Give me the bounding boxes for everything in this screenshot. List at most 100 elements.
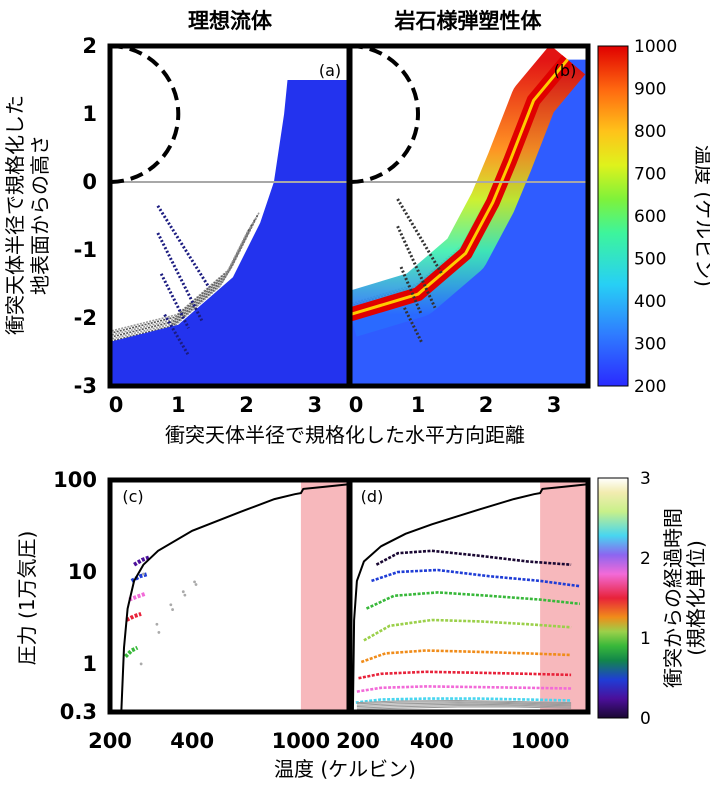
time-colorbar xyxy=(597,477,629,719)
y-tick-label: -1 xyxy=(74,238,97,262)
scatter-point xyxy=(169,603,173,607)
pt-track-late xyxy=(356,699,572,704)
x-tick-label: 2 xyxy=(479,393,494,417)
panel-label-b: (b) xyxy=(554,61,577,80)
colorbar-tick-label: 1000 xyxy=(634,37,677,57)
y-tick-label: 1 xyxy=(82,102,97,126)
panel-frame xyxy=(347,477,591,715)
x-axis-label-distance: 衝突天体半径で規格化した水平方向距離 xyxy=(165,423,525,447)
y-tick-label: 100 xyxy=(53,468,97,492)
pt-track-late xyxy=(356,703,572,707)
colorbar-label-time-unit: (規格化単位) xyxy=(684,540,708,656)
y-axis-label-height: 衝突天体半径で規格化した xyxy=(3,95,27,335)
colorbar-tick-label: 3 xyxy=(640,469,651,489)
scatter-point xyxy=(183,593,187,597)
boundary-curve xyxy=(120,483,349,712)
y-tick-label: 1 xyxy=(82,652,97,676)
panel-c-plot xyxy=(120,480,349,712)
panel-a-plot xyxy=(110,80,349,386)
x-tick-label: 200 xyxy=(336,729,380,753)
melting-region xyxy=(300,480,349,712)
y-axis-label-height: 地表面からの高さ xyxy=(28,135,52,295)
pt-track-late xyxy=(356,701,572,705)
title-rock-like: 岩石様弾塑性体 xyxy=(394,9,543,33)
colorbar-label-time: 衝突からの経過時間 xyxy=(661,508,685,688)
target-layer-line xyxy=(110,217,257,337)
x-tick-label: 0 xyxy=(109,393,124,417)
colorbar-tick-label: 900 xyxy=(634,80,666,100)
colorbar-tick-label: 200 xyxy=(634,377,666,397)
pt-track-late xyxy=(356,705,572,709)
colorbar-tick-label: 300 xyxy=(634,335,666,355)
pt-track xyxy=(125,611,142,622)
colorbar-tick-label: 500 xyxy=(634,250,666,270)
x-tick-label: 3 xyxy=(547,393,562,417)
boundary-curve xyxy=(351,483,588,712)
temperature-colorbar xyxy=(597,45,629,387)
pt-track xyxy=(133,555,151,567)
scatter-point xyxy=(141,572,145,576)
pt-track xyxy=(128,591,147,602)
pt-track xyxy=(360,649,572,664)
pt-track xyxy=(355,697,572,704)
panel-label-c: (c) xyxy=(122,487,143,506)
y-tick-label: 0.3 xyxy=(60,700,97,724)
y-tick-label: 2 xyxy=(82,34,97,58)
x-tick-label: 1000 xyxy=(272,729,330,753)
y-tick-label: -3 xyxy=(74,374,97,398)
x-tick-label: 1 xyxy=(411,393,426,417)
x-tick-label: 200 xyxy=(88,729,132,753)
x-tick-label: 400 xyxy=(170,729,214,753)
target-layer-line xyxy=(110,231,249,349)
colorbar-tick-label: 600 xyxy=(634,207,666,227)
impactor-outline xyxy=(109,44,181,184)
x-tick-label: 0 xyxy=(349,393,364,417)
scatter-point xyxy=(193,580,196,584)
panel-b-plot xyxy=(350,46,588,386)
tracer-streak xyxy=(396,198,444,275)
pt-track xyxy=(130,572,149,583)
title-ideal-fluid: 理想流体 xyxy=(188,9,273,33)
colorbar-tick-label: 1 xyxy=(640,629,651,649)
ejecta-surface xyxy=(350,58,569,317)
y-axis-label-pressure: 圧力 (1万気圧) xyxy=(15,531,39,666)
pt-track xyxy=(371,568,581,588)
colorbar-tick-label: 2 xyxy=(640,549,651,569)
panel-frame xyxy=(347,43,591,389)
scatter-point xyxy=(181,590,185,594)
x-tick-label: 400 xyxy=(410,729,454,753)
colorbar-tick-label: 800 xyxy=(634,122,666,142)
scatter-point xyxy=(194,583,198,586)
scatter-point xyxy=(171,608,174,611)
scatter-point xyxy=(157,631,161,634)
panel-label-a: (a) xyxy=(319,61,341,80)
target-layer-line xyxy=(110,228,250,347)
colorbar-label-temperature: 温度 (ケルビン) xyxy=(692,145,710,287)
panel-d-plot xyxy=(351,480,588,712)
pt-track-late xyxy=(356,706,572,710)
y-tick-label: -2 xyxy=(74,306,97,330)
x-tick-label: 3 xyxy=(308,393,323,417)
melting-region xyxy=(540,480,588,712)
panel-label-d: (d) xyxy=(361,487,384,506)
x-axis-label-temperature: 温度 (ケルビン) xyxy=(274,757,416,781)
tracer-streak xyxy=(396,225,437,309)
tracer-streak xyxy=(156,232,204,323)
impactor-outline xyxy=(349,44,420,184)
y-tick-label: 10 xyxy=(68,560,97,584)
target-material xyxy=(110,80,349,386)
pt-track xyxy=(375,549,572,566)
y-tick-label: 0 xyxy=(82,170,97,194)
colorbar-tick-label: 400 xyxy=(634,292,666,312)
pt-track xyxy=(124,645,139,659)
tracer-streak xyxy=(156,205,211,289)
tracer-streak xyxy=(399,266,423,316)
pt-track xyxy=(358,670,572,680)
scatter-point xyxy=(139,662,143,666)
colorbar-tick-label: 700 xyxy=(634,165,666,185)
x-tick-label: 1 xyxy=(171,393,186,417)
pt-track xyxy=(365,591,581,610)
pt-track xyxy=(356,685,572,693)
colorbar-tick-label: 0 xyxy=(640,709,651,729)
